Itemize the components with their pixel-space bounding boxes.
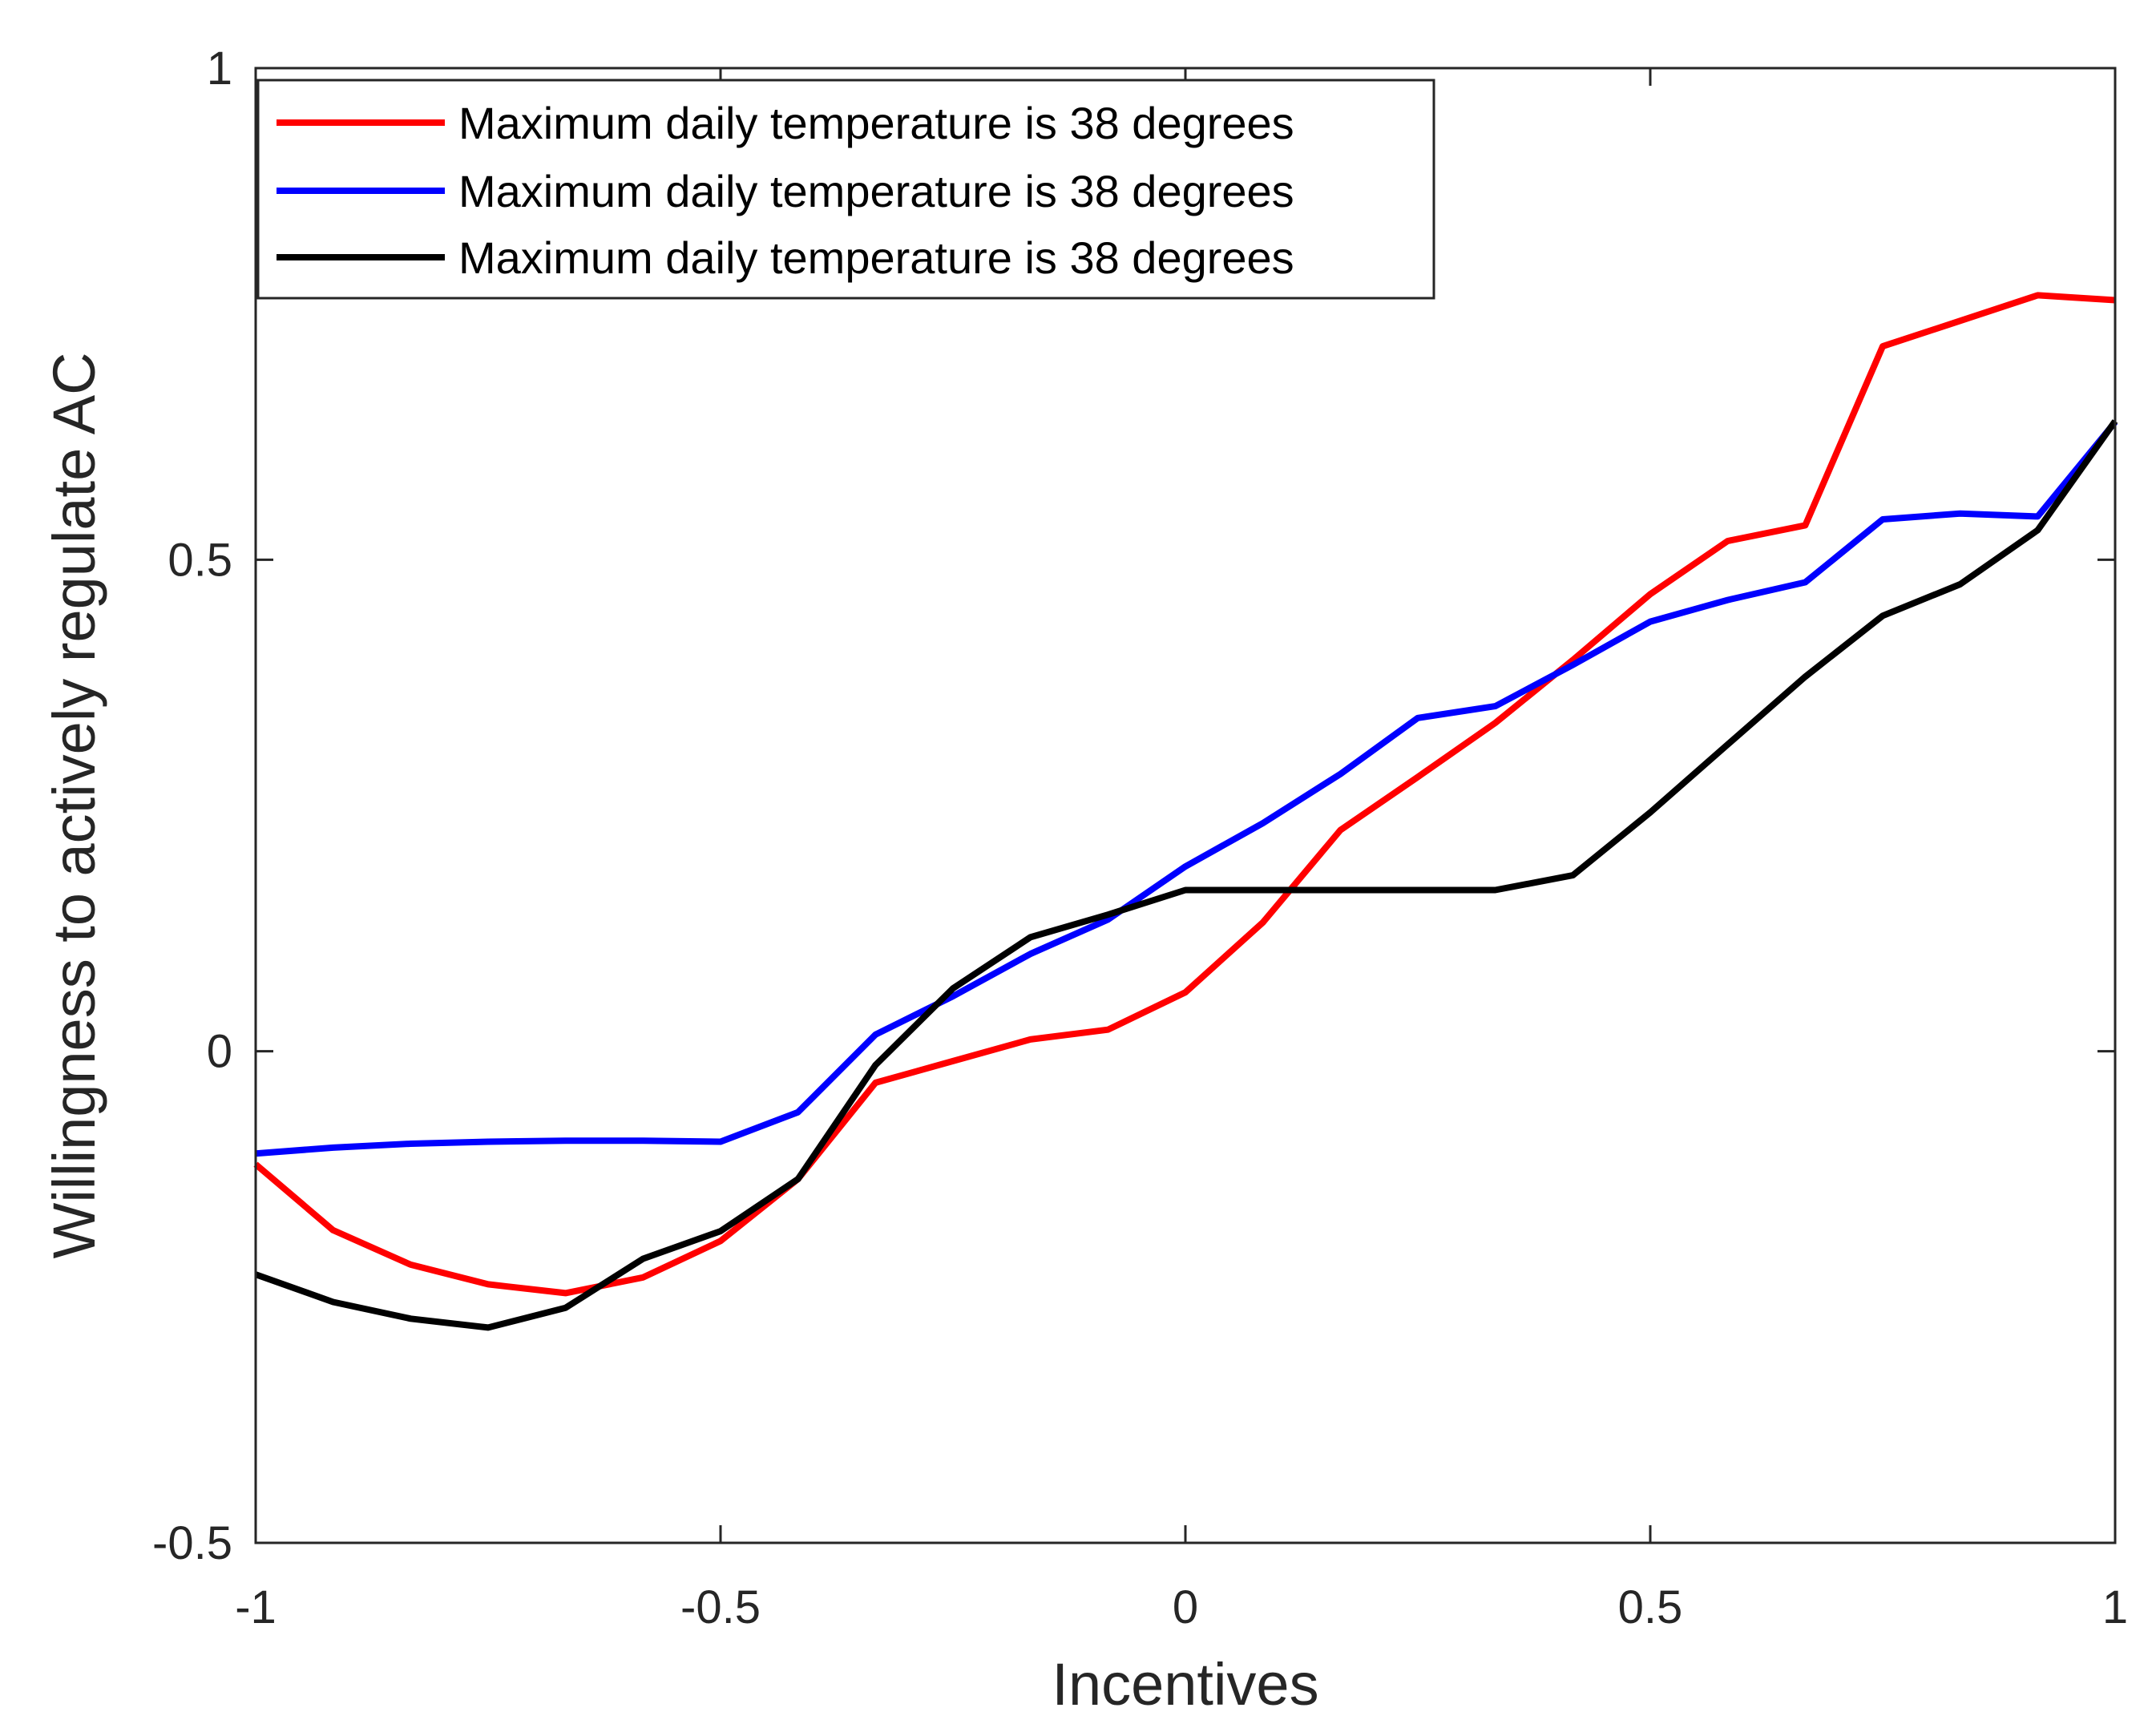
legend-box [256,79,1435,300]
x-tick-label: -1 [235,1581,277,1633]
legend-label: Maximum daily temperature is 38 degrees [458,98,1294,148]
y-tick-label: 0.5 [168,534,232,586]
series-line-2 [255,420,2118,1157]
legend-label: Maximum daily temperature is 38 degrees [458,232,1294,283]
x-tick-label: 0.5 [1618,1581,1683,1633]
legend-entry: Maximum daily temperature is 38 degrees [277,232,1294,283]
y-tick-label: 1 [207,42,232,95]
y-tick-label: 0 [207,1026,232,1078]
plot-area-border [254,67,2117,1544]
series-lines [253,292,2118,1331]
x-axis-label: Incentives [1052,1651,1318,1718]
y-axis-label: Willingness to actively regulate AC [41,352,107,1258]
legend-entry: Maximum daily temperature is 38 degrees [277,98,1294,148]
tick-labels: -1 -0.5 0 0.5 1-0.500.51 [152,42,2128,1633]
x-tick-label: -0.5 [680,1581,761,1633]
legend-label: Maximum daily temperature is 38 degrees [458,166,1294,216]
plot-area-background [256,68,2115,1543]
y-tick-label: -0.5 [152,1517,232,1569]
x-tick-label: 0 [1173,1581,1198,1633]
series-line-1 [253,292,2116,1297]
series-line-3 [254,419,2118,1331]
legend: Maximum daily temperature is 38 degrees M… [256,79,1435,300]
x-tick-label: 1 [2102,1581,2128,1633]
legend-entry: Maximum daily temperature is 38 degrees [277,166,1294,216]
